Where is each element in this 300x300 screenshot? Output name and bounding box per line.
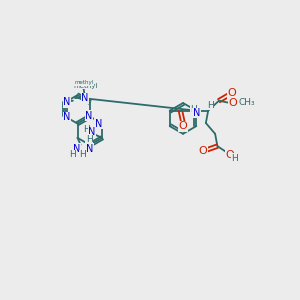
Text: N: N	[88, 128, 96, 137]
Text: O: O	[198, 146, 207, 157]
Text: N: N	[73, 144, 80, 154]
Text: N: N	[86, 144, 94, 154]
Text: H: H	[190, 105, 197, 114]
Text: N: N	[63, 97, 70, 107]
Text: H: H	[207, 101, 214, 110]
Text: CH₃: CH₃	[238, 98, 255, 107]
Text: N: N	[94, 118, 102, 129]
Text: N: N	[82, 93, 89, 103]
Text: H: H	[231, 154, 238, 163]
Text: N: N	[63, 112, 70, 122]
Text: O: O	[228, 88, 236, 98]
Text: O: O	[225, 150, 234, 160]
Text: N: N	[85, 111, 93, 121]
Text: N: N	[193, 108, 200, 118]
Text: H: H	[86, 135, 92, 144]
Text: O: O	[178, 121, 187, 131]
Text: O: O	[228, 98, 237, 108]
Text: H: H	[70, 150, 76, 159]
Text: H: H	[83, 125, 90, 134]
Text: H: H	[80, 150, 86, 159]
Text: methyl: methyl	[74, 80, 93, 86]
Text: methyl: methyl	[74, 83, 98, 89]
